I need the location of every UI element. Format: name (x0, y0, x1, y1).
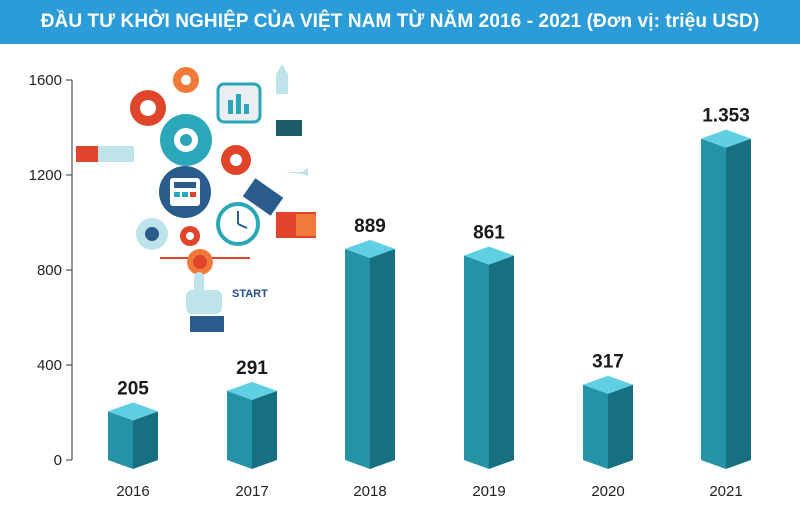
bar-face-left (583, 384, 608, 469)
gear-icon (221, 145, 251, 175)
bar-face-left (345, 248, 370, 469)
bar-face-left (227, 390, 252, 469)
bar-face-right (133, 411, 158, 469)
bar-face-left (464, 255, 489, 469)
bar (108, 402, 158, 469)
chart-title: ĐẦU TƯ KHỞI NGHIỆP CỦA VIỆT NAM TỪ NĂM 2… (40, 11, 760, 32)
bar (701, 129, 751, 469)
pointing-hand-icon (186, 272, 224, 332)
bar-face-left (701, 138, 726, 469)
bar-face-left (108, 411, 133, 469)
data-label: 1.353 (702, 106, 750, 127)
calculator-icon (159, 166, 211, 218)
plane-icon (284, 168, 308, 176)
x-tick-label: 2019 (472, 483, 505, 500)
chart-title-bar: ĐẦU TƯ KHỞI NGHIỆP CỦA VIỆT NAM TỪ NĂM 2… (0, 0, 800, 44)
y-tick-label: 0 (54, 452, 62, 469)
data-label: 317 (592, 352, 624, 373)
rocket-icon (276, 64, 288, 94)
gear-icon (136, 218, 168, 250)
data-label: 291 (236, 358, 268, 379)
data-label: 861 (473, 223, 505, 244)
bar-top (464, 246, 514, 265)
device-icon (276, 120, 302, 136)
bar-face-right (370, 248, 395, 469)
hand-left-icon (76, 146, 134, 162)
y-axis: 0 400 800 1200 1600 (29, 72, 73, 469)
bars: 205 2016 291 2017 889 2018 861 2019 317 2020 1.353… (108, 106, 751, 500)
x-tick-label: 2021 (709, 483, 742, 500)
y-tick-label: 1200 (29, 167, 62, 184)
bar (464, 246, 514, 469)
bar-face-right (608, 384, 633, 469)
startup-illustration: START (76, 64, 316, 332)
clock-icon (216, 202, 260, 246)
start-button-icon (160, 249, 250, 275)
x-tick-label: 2020 (591, 483, 624, 500)
y-tick-label: 400 (37, 357, 62, 374)
bar-top (583, 375, 633, 394)
bar-top (701, 129, 751, 148)
bar-face-right (726, 138, 751, 469)
y-tick-label: 1600 (29, 72, 62, 89)
bar-top (345, 239, 395, 258)
gear-icon (130, 90, 166, 126)
x-tick-label: 2018 (353, 483, 386, 500)
gear-icon (160, 114, 212, 166)
data-label: 205 (117, 378, 149, 399)
gear-icon (173, 67, 199, 93)
data-label: 889 (354, 216, 386, 237)
chart-card-icon (216, 82, 262, 124)
bar (345, 239, 395, 469)
y-tick-label: 800 (37, 262, 62, 279)
bar-face-right (252, 390, 277, 469)
bar-face-right (489, 255, 514, 469)
bar-top (108, 402, 158, 421)
x-tick-label: 2017 (235, 483, 268, 500)
bar (227, 381, 277, 469)
gear-icon (180, 226, 200, 246)
x-tick-label: 2016 (116, 483, 149, 500)
hand-right-icon (242, 178, 316, 238)
start-label: START (232, 288, 268, 300)
bar (583, 375, 633, 469)
bar-top (227, 381, 277, 400)
